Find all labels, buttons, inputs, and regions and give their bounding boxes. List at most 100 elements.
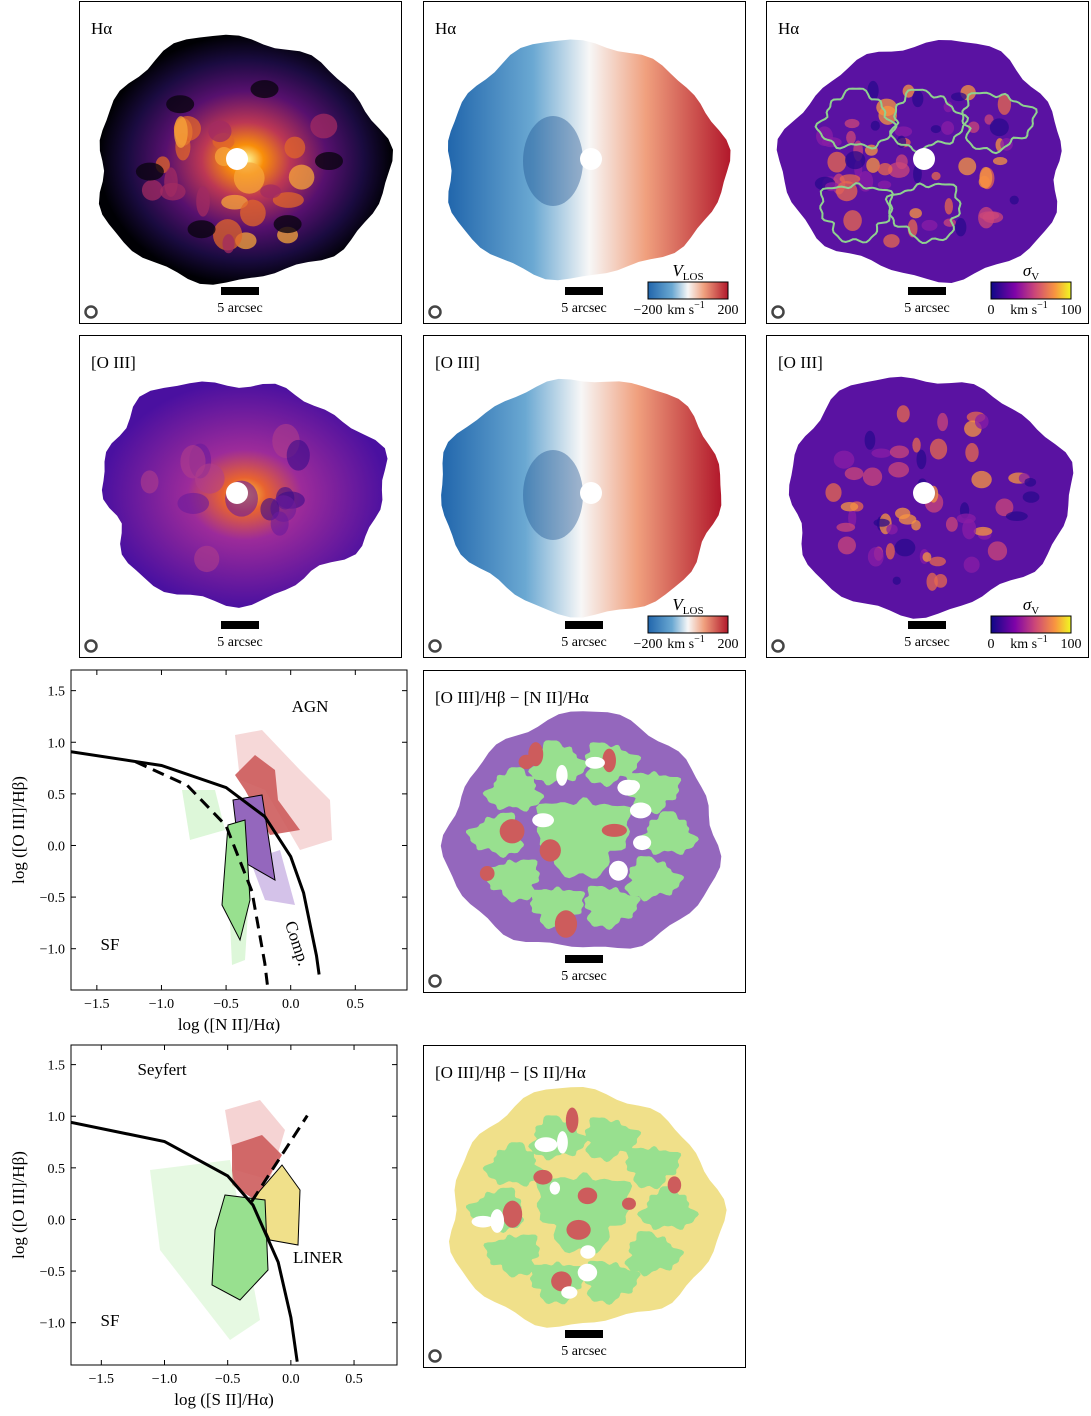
map-panel: [O III]5 arcsecσVkm s−10100 <box>767 336 1089 658</box>
scale-bar <box>565 955 603 963</box>
map-feature <box>962 519 976 540</box>
map-feature <box>978 207 994 229</box>
point-cloud <box>212 1195 268 1300</box>
scale-bar-label: 5 arcsec <box>561 969 606 984</box>
map-feature <box>180 445 205 478</box>
x-tick-label: −1.0 <box>149 997 174 1012</box>
map-hole <box>580 148 602 170</box>
colorbar-unit-base: km s <box>1010 303 1037 318</box>
map-feature <box>566 1108 579 1133</box>
y-tick-label: −1.0 <box>40 1317 65 1332</box>
map-feature <box>929 557 946 567</box>
map-feature <box>668 1176 682 1193</box>
map-feature <box>827 152 846 173</box>
map-feature <box>315 152 343 170</box>
annotation: AGN <box>292 697 329 716</box>
colorbar-unit-sup: −1 <box>1037 300 1048 311</box>
map-feature <box>958 157 976 175</box>
map-feature <box>878 163 893 175</box>
map-feature <box>897 405 910 422</box>
map-hole <box>580 482 602 504</box>
map-feature <box>578 1264 597 1282</box>
colorbar-unit-base: km s <box>667 303 694 318</box>
map-feature <box>865 431 876 450</box>
map-feature <box>930 439 947 460</box>
colorbar-tick-label: 200 <box>718 303 739 318</box>
map-feature <box>890 445 909 458</box>
colorbar-unit-base: km s <box>1010 637 1037 652</box>
map-feature <box>922 220 938 231</box>
map-feature <box>585 757 605 769</box>
scale-bar <box>221 287 259 295</box>
map-feature <box>630 802 652 818</box>
map-panel: [O III]5 arcsecVLOSkm s−1−200200 <box>424 336 746 658</box>
colorbar-tick-label: 0 <box>988 303 995 318</box>
colorbar-unit-sup: −1 <box>1037 634 1048 645</box>
map-feature <box>846 131 856 144</box>
y-tick-label: 1.0 <box>48 1110 66 1125</box>
colorbar-tick-label: 100 <box>1061 303 1082 318</box>
x-tick-label: 0.5 <box>347 997 365 1012</box>
colorbar-unit-sup: −1 <box>694 300 705 311</box>
y-tick-label: −0.5 <box>40 1265 65 1280</box>
map-feature <box>975 414 989 429</box>
y-tick-label: 1.0 <box>48 736 66 751</box>
map-feature <box>911 520 921 531</box>
map-feature <box>533 1170 552 1185</box>
map-feature <box>523 116 583 206</box>
y-tick-label: 1.5 <box>48 1059 66 1074</box>
map-feature <box>922 552 931 562</box>
map-feature <box>845 467 864 480</box>
y-tick-label: −1.0 <box>40 943 65 958</box>
map-feature <box>990 118 1009 136</box>
scale-bar-label: 5 arcsec <box>904 301 949 316</box>
annotation: LINER <box>293 1248 344 1267</box>
map-feature <box>480 866 495 881</box>
map-feature <box>838 537 856 555</box>
map-feature <box>1006 511 1028 521</box>
map-feature <box>1023 491 1040 502</box>
map-feature <box>916 450 926 469</box>
map-panel: [O III]5 arcsec <box>80 336 402 658</box>
map-feature <box>895 126 912 136</box>
map-feature <box>136 163 164 181</box>
y-tick-label: 0.5 <box>48 788 66 803</box>
map-feature <box>284 137 305 159</box>
map-feature <box>622 1198 636 1210</box>
map-feature <box>965 443 978 462</box>
map-feature <box>633 835 651 850</box>
map-feature <box>945 198 953 214</box>
map-feature <box>555 910 577 937</box>
map-label: Hα <box>435 19 456 38</box>
map-panel: Hα5 arcsecVLOSkm s−1−200200 <box>424 2 746 324</box>
map-feature <box>845 119 860 128</box>
map-feature <box>836 523 855 532</box>
map-feature <box>556 765 567 786</box>
map-feature <box>909 208 921 218</box>
map-label: [O III] <box>778 353 823 372</box>
map-feature <box>578 1188 598 1205</box>
x-tick-label: −1.5 <box>89 1372 114 1387</box>
map-feature <box>141 470 159 493</box>
x-tick-label: 0.0 <box>282 997 300 1012</box>
map-feature <box>934 574 947 588</box>
map-feature <box>931 125 941 133</box>
map-feature <box>602 749 616 773</box>
map-panel: Hα5 arcsecσVkm s−10100 <box>767 2 1089 324</box>
scale-bar-label: 5 arcsec <box>561 635 606 650</box>
x-axis-label: log ([N II]/Hα) <box>178 1015 280 1034</box>
x-tick-label: −0.5 <box>215 1372 240 1387</box>
map-feature <box>912 90 923 107</box>
map-label: Hα <box>778 19 799 38</box>
annotation: Comp. <box>281 919 313 968</box>
colorbar-unit-base: km s <box>667 637 694 652</box>
map-feature <box>871 449 891 458</box>
map-feature <box>868 547 884 566</box>
map-feature <box>166 95 194 113</box>
scale-bar-label: 5 arcsec <box>904 635 949 650</box>
map-feature <box>500 819 525 843</box>
page: {"maps": [ {"label": "Hα", "scale_bar": … <box>0 0 1091 1416</box>
map-feature <box>174 116 188 148</box>
